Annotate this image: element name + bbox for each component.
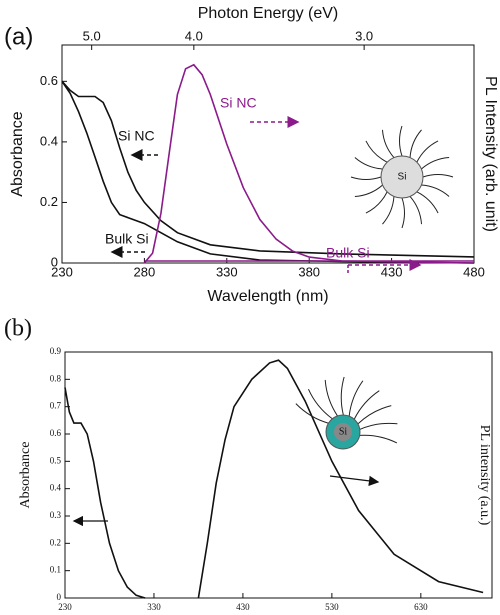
y-tick-label: 0.4: [40, 133, 58, 148]
y-tick-label: 0.6: [40, 73, 58, 88]
ligand: [416, 191, 439, 214]
ligand: [307, 389, 333, 420]
ligand: [340, 376, 345, 416]
x2-tick-label: 3.0: [355, 28, 373, 43]
x-tick-label: 430: [381, 264, 403, 279]
x2-tick-label: 4.0: [185, 28, 203, 43]
x-tick-label: 330: [216, 264, 238, 279]
line-series: [61, 80, 475, 264]
icon-label: Si: [339, 426, 348, 437]
y-tick-label: 0.9: [50, 346, 62, 356]
x-tick-label: 630: [414, 602, 428, 612]
line-series: [61, 80, 475, 258]
ligand: [421, 156, 450, 170]
ligand: [357, 405, 392, 425]
ligand: [354, 157, 383, 170]
y-tick-label: 0.7: [50, 401, 62, 411]
series-label: Si NC: [220, 95, 257, 111]
ligand: [365, 140, 388, 163]
ligand: [381, 129, 395, 158]
ligand: [422, 174, 454, 178]
plot-frame: [64, 351, 493, 599]
y2-axis-title: PL intensity (a.u.): [477, 425, 492, 526]
panel: 230 280 330 380 430 480 0 0.2 0.4 0.6 5.0 4.0 3.0 Pho…: [4, 5, 499, 305]
y-tick-label: 0.2: [50, 537, 61, 547]
ligand: [399, 125, 403, 157]
x-tick-label: 280: [134, 264, 156, 279]
y-axis-title: Absorbance: [18, 442, 33, 509]
core: [334, 423, 352, 441]
ligand: [354, 184, 383, 198]
particle: [380, 155, 424, 199]
x-tick-label: 230: [51, 264, 73, 279]
x-tick-label: 430: [236, 602, 250, 612]
y-tick-label: 0: [57, 592, 62, 602]
panel-label: (a): [4, 23, 33, 50]
ligand: [295, 403, 329, 424]
y-tick-label: 0.2: [40, 194, 58, 209]
icon-label: Si: [398, 172, 407, 183]
arrow: [329, 475, 380, 487]
ligand: [409, 129, 422, 158]
x-tick-label: 380: [298, 264, 320, 279]
ligand: [401, 197, 405, 229]
nanocrystal-icon: Si: [295, 376, 398, 450]
y-tick-label: 0.8: [50, 373, 62, 383]
y-tick-label: 0.4: [50, 483, 62, 493]
line-series: [64, 387, 146, 599]
ligand: [409, 196, 423, 225]
y-tick-label: 0.3: [50, 510, 62, 520]
x-axis-title: Wavelength (nm): [207, 288, 328, 305]
plot-frame: [61, 44, 475, 264]
ligand: [359, 434, 398, 444]
series-label: Si NC: [118, 128, 155, 144]
panel-label: (b): [4, 316, 32, 342]
y-axis-title: Absorbance: [9, 111, 26, 196]
ligand: [324, 379, 338, 417]
y-tick-label: 0.1: [50, 565, 61, 575]
series-label: Bulk Si: [326, 245, 370, 261]
ligand: [382, 196, 395, 225]
ligand: [350, 176, 382, 180]
x-tick-label: 330: [147, 602, 161, 612]
x2-tick-label: 5.0: [83, 28, 101, 43]
panel: 230 330 430 530 630 0 0.1 0.2 0.3 0.4 0.5 0.6 0.7 0.8…: [4, 316, 493, 612]
y2-axis-title: PL Intensity (arb. unit): [482, 76, 499, 232]
x-tick-label: 480: [463, 264, 485, 279]
nanocrystal-icon: Si: [350, 125, 454, 229]
line-series: [197, 359, 484, 599]
ligand: [359, 422, 398, 430]
ligand: [421, 184, 450, 197]
x-tick-label: 230: [58, 602, 72, 612]
ligand: [348, 380, 364, 417]
ligand: [416, 140, 439, 163]
x2-axis-title: Photon Energy (eV): [198, 5, 339, 22]
y-tick-label: 0: [51, 254, 58, 269]
y-tick-label: 0.6: [50, 428, 62, 438]
y-tick-label: 0.5: [50, 455, 62, 465]
x-tick-label: 530: [325, 602, 339, 612]
series-label: Bulk Si: [105, 231, 149, 247]
line-series: [143, 63, 475, 264]
ligand: [365, 191, 388, 214]
ligand: [353, 390, 380, 420]
